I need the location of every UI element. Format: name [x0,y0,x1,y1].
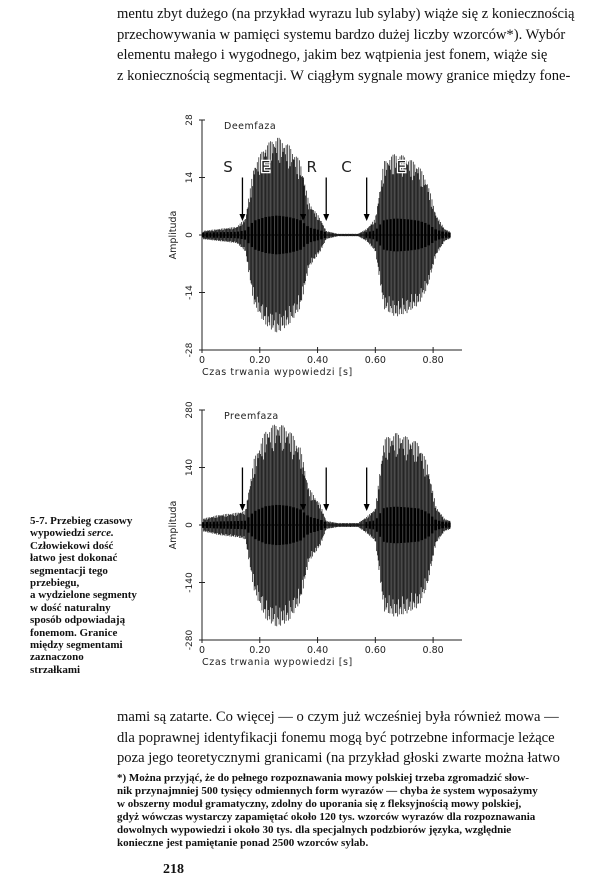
caption-line: łatwo jest dokonać [30,552,118,565]
caption-line: przebiegu, [30,577,80,590]
x-axis-label: Czas trwania wypowiedzi [s] [202,367,353,378]
footnote: *) Można przyjąć, że do pełnego rozpozna… [117,772,577,850]
y-tick-label: -28 [185,342,195,357]
footnote-line: konieczne jest pamiętanie ponad 2500 wzo… [117,837,369,849]
segment-letter: C [341,158,351,176]
text-line: mentu zbyt dużego (na przykład wyrazu lu… [117,6,575,22]
y-tick-label: -140 [185,572,195,593]
x-tick-label: 0.40 [307,645,328,656]
y-axis-label: Amplituda [168,501,179,550]
page-number: 218 [163,862,184,877]
y-tick-label: 14 [185,172,195,184]
x-tick-label: 0 [199,355,205,366]
x-tick-label: 0.20 [249,355,270,366]
boundary-arrow-head [239,504,246,512]
chart-title: Deemfaza [224,121,276,132]
x-tick-label: 0.60 [365,355,386,366]
boundary-arrow-head [239,214,246,222]
chart-title: Preemfaza [224,411,279,422]
text-line: przechowywania w pamięci systemu bardzo … [117,26,566,43]
footnote-line: nik przynajmniej 500 tysięcy odmiennych … [117,785,538,797]
footnote-line: dowolnych wypowiedzi i około 30 tys. dla… [117,824,512,836]
body-paragraph-bottom: mami są zatarte. Co więcej — o czym już … [117,707,575,769]
boundary-arrow-head [323,504,330,512]
caption-line: w dość naturalny [30,601,111,614]
figure-caption: 5-7. Przebieg czasowy wypowiedzi serce. … [30,515,148,676]
caption-text: wypowiedzi [30,527,88,540]
segment-letter: E [261,158,270,176]
waveform-group [202,137,451,333]
segment-letter: S [223,158,233,176]
y-tick-label: 0 [185,522,195,528]
y-tick-label: 140 [185,459,195,476]
waveform-group [202,424,451,627]
x-tick-label: 0 [199,645,205,656]
segment-letter: R [307,158,317,176]
boundary-arrow-head [323,214,330,222]
segment-letter: E [397,158,406,176]
text-line: poza jego teoretycznymi granicami (na pr… [117,750,560,766]
caption-line: wypowiedzi serce. [30,527,148,539]
boundary-arrow-head [300,504,307,512]
waveform-svg-deemphasis: -28 -14 0 14 28 0 0.20 0.40 0.60 0.80 Czas trwania… [168,114,462,378]
y-tick-label: 0 [185,232,195,238]
caption-line: strzałkami [30,663,81,676]
x-axis-label: Czas trwania wypowiedzi [s] [202,657,353,668]
boundary-arrow-head [363,214,370,222]
body-paragraph-top: mentu zbyt dużego (na przykład wyrazu lu… [117,4,575,86]
caption-line: a wydzielone segmenty [30,589,137,602]
y-tick-label: 280 [185,402,195,419]
x-tick-label: 0.20 [249,645,270,656]
y-axis-label: Amplituda [168,211,179,260]
caption-line: segmentacji tego [30,564,108,577]
text-line: mami są zatarte. Co więcej — o czym już … [117,709,559,725]
y-tick-label: -14 [185,285,195,300]
caption-line: 5-7. Przebieg czasowy [30,515,133,527]
boundary-arrow-head [300,214,307,222]
waveform-chart-preemphasis: -280 -140 0 140 280 0 0.20 0.40 0.60 0.80 Czas trw… [160,402,470,684]
caption-italic-word: serce. [87,527,114,540]
waveform-chart-deemphasis: -28 -14 0 14 28 0 0.20 0.40 0.60 0.80 Czas trwania… [160,112,470,394]
caption-line: fonemom. Granice [30,626,118,639]
waveform-svg-preemphasis: -280 -140 0 140 280 0 0.20 0.40 0.60 0.80 Czas trw… [168,402,462,668]
text-line: dla poprawnej identyfikacji fonemu mogą … [117,729,555,746]
footnote-line: *) Można przyjąć, że do pełnego rozpozna… [117,772,530,784]
caption-line: zaznaczono [30,651,84,664]
boundary-arrow-head [363,504,370,512]
x-tick-label: 0.80 [423,355,444,366]
footnote-line: w obszerny moduł gramatyczny, zdolny do … [117,798,522,810]
x-tick-label: 0.60 [365,645,386,656]
text-line: elementu małego i wygodnego, jakim bez w… [117,47,548,63]
caption-line: między segmentami [30,639,123,652]
text-line: z koniecznością segmentacji. W ciągłym s… [117,67,571,84]
footnote-line: gdyż wówczas wystarczy zapamiętać około … [117,811,536,823]
x-tick-label: 0.80 [423,645,444,656]
caption-line: Człowiekowi dość [30,539,114,552]
y-tick-label: 28 [185,114,195,126]
caption-line: sposób odpowiadają [30,614,126,627]
y-tick-label: -280 [185,630,195,651]
x-tick-label: 0.40 [307,355,328,366]
